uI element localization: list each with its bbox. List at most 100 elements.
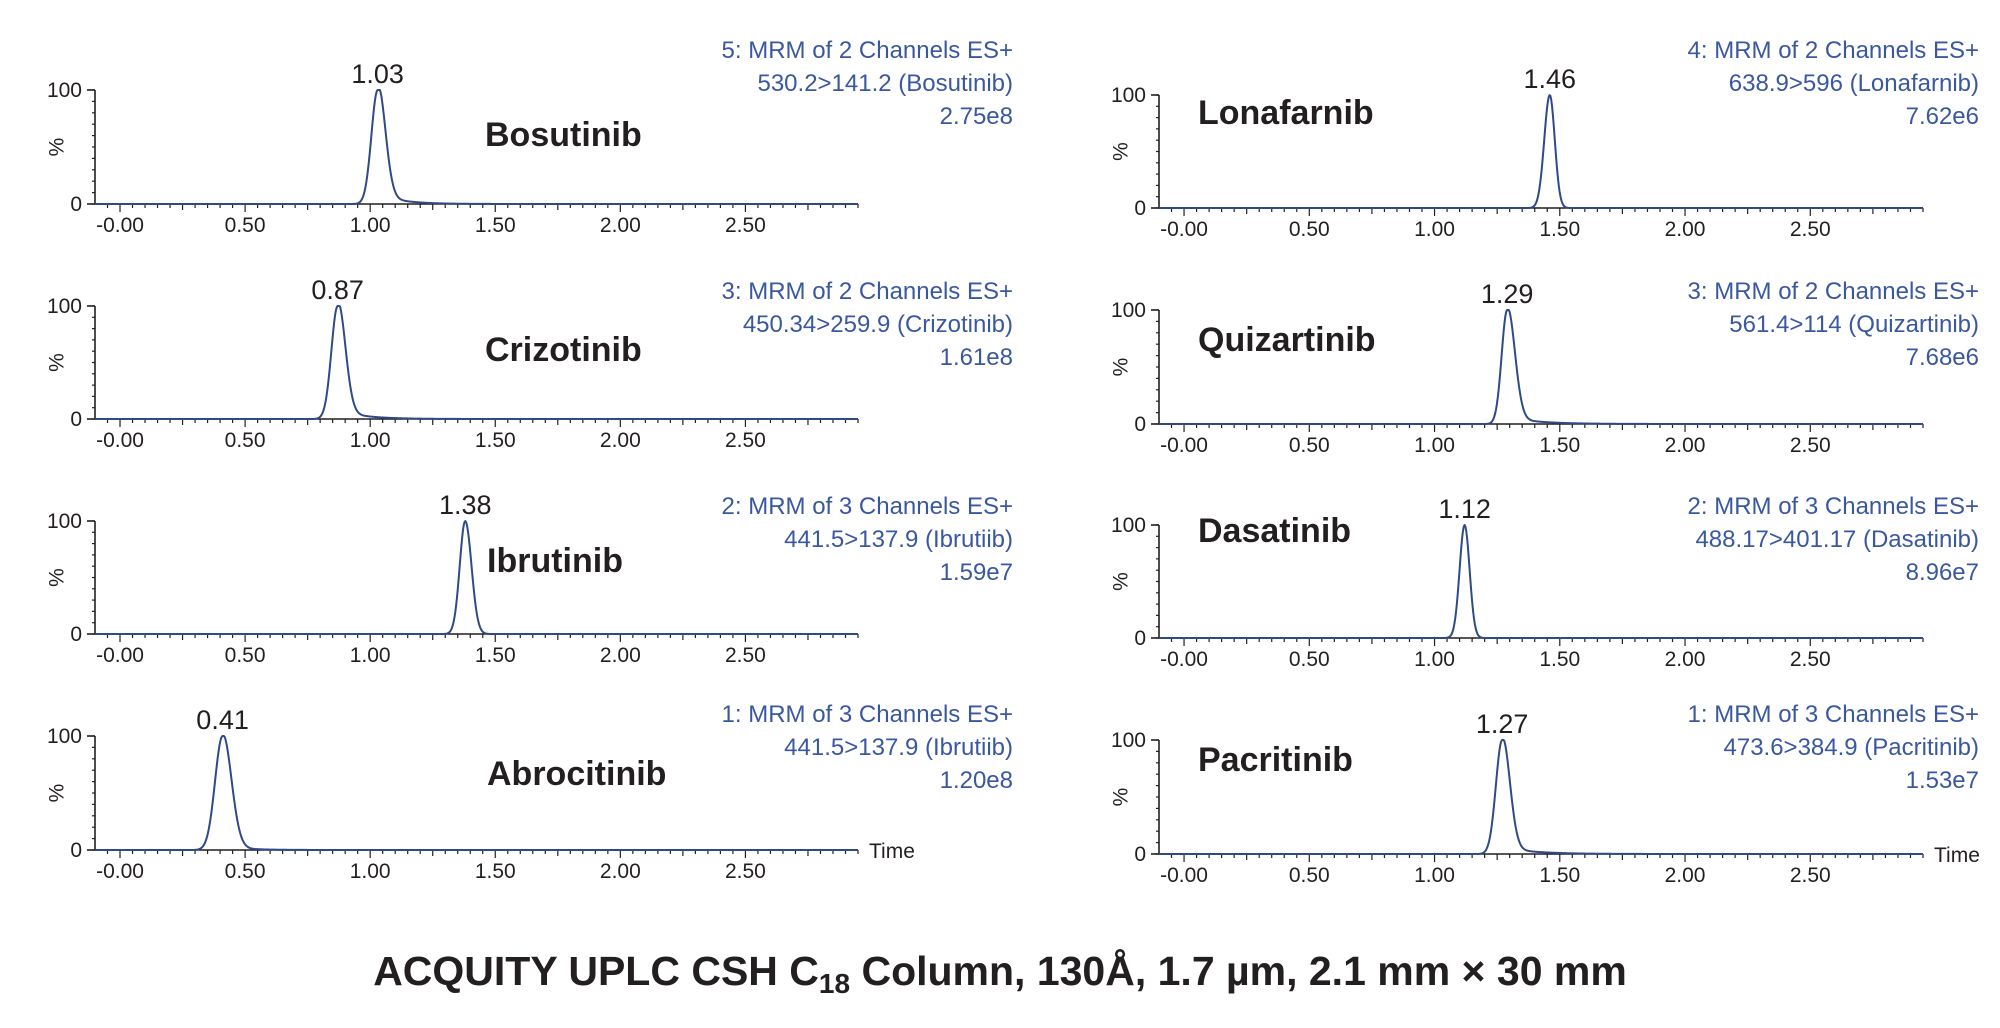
figure-caption: ACQUITY UPLC CSH C18 Column, 130Å, 1.7 µ… [0,948,2000,1000]
chromatogram-panel-crizotinib: 100 0% -0.00 0.50 1.00 1.50 2.00 2.50 0.87 Crizot… [46,275,1013,452]
caption-text: ACQUITY UPLC CSH C [373,948,819,994]
channel-info-line: 3: MRM of 2 Channels ES+ [1688,278,1979,305]
x-tick-label: -0.00 [96,860,144,883]
channel-info-line: 2: MRM of 3 Channels ES+ [1688,493,1979,520]
y-axis-label: % [1110,788,1133,807]
channel-info-line: 7.68e6 [1906,344,1979,371]
x-tick-label: 1.00 [350,214,391,237]
peak-label: 1.38 [439,490,492,520]
y-tick-label: 100 [1111,84,1146,107]
x-axis-label: Time [1934,844,1980,867]
y-tick-label: 100 [47,725,82,748]
channel-info-line: 1.53e7 [1906,767,1979,794]
y-tick-label: 0 [1134,197,1146,220]
channel-info-line: 473.6>384.9 (Pacritinib) [1724,734,1980,761]
x-tick-label: 2.50 [725,860,766,883]
x-tick-label: 1.00 [350,860,391,883]
peak-label: 0.41 [196,705,249,735]
channel-info-line: 638.9>596 (Lonafarnib) [1729,70,1979,97]
x-tick-label: 2.50 [725,644,766,667]
x-tick-label: -0.00 [1160,218,1208,241]
chromatogram-panel-pacritinib: 100 0% -0.00 0.50 1.00 1.50 2.00 2.50 Time 1.27 Pa… [1110,701,1980,887]
compound-name: Abrocitinib [487,755,666,793]
channel-info-line: 1: MRM of 3 Channels ES+ [1688,701,1979,728]
x-tick-label: 2.00 [600,860,641,883]
x-tick-label: 1.50 [1539,434,1580,457]
x-tick-label: -0.00 [96,214,144,237]
chromatogram-trace-lonafarnib [1158,94,1924,209]
y-tick-label: 0 [70,839,82,862]
y-tick-label: 100 [1111,299,1146,322]
channel-info-line: 1.61e8 [940,344,1013,371]
peak-label: 1.46 [1523,64,1576,94]
x-tick-label: 2.50 [725,429,766,452]
x-tick-label: 0.50 [225,214,266,237]
channel-info-line: 2.75e8 [940,103,1013,130]
channel-info-line: 3: MRM of 2 Channels ES+ [722,278,1013,305]
x-tick-label: 2.00 [1665,434,1706,457]
x-tick-label: -0.00 [1160,648,1208,671]
peak-label: 1.29 [1481,279,1534,309]
x-tick-label: 0.50 [225,644,266,667]
channel-info-line: 5: MRM of 2 Channels ES+ [722,37,1013,64]
x-tick-label: 1.50 [475,644,516,667]
x-tick-label: 2.00 [1665,864,1706,887]
channel-info-line: 7.62e6 [1906,103,1979,130]
channel-info-line: 8.96e7 [1906,559,1979,586]
x-tick-label: 2.50 [725,214,766,237]
channel-info-line: 4: MRM of 2 Channels ES+ [1688,37,1979,64]
channel-info-line: 530.2>141.2 (Bosutinib) [757,70,1013,97]
x-tick-label: 2.00 [600,644,641,667]
chromatogram-trace-abrocitinib [94,735,859,851]
y-tick-label: 100 [1111,729,1146,752]
peak-label: 1.12 [1438,494,1491,524]
y-tick-label: 0 [1134,843,1146,866]
chromatogram-trace-dasatinib [1158,524,1924,639]
x-tick-label: 1.00 [1414,864,1455,887]
y-axis-label: % [46,568,69,587]
y-tick-label: 0 [1134,627,1146,650]
y-tick-label: 100 [47,79,82,102]
channel-info-line: 1: MRM of 3 Channels ES+ [722,701,1013,728]
x-tick-label: 1.00 [350,429,391,452]
channel-info-line: 1.59e7 [940,559,1013,586]
channel-info-line: 2: MRM of 3 Channels ES+ [722,493,1013,520]
channel-info-line: 1.20e8 [940,767,1013,794]
chromatogram-trace-quizartinib [1158,309,1924,425]
y-tick-label: 100 [47,510,82,533]
y-tick-label: 0 [1134,413,1146,436]
x-tick-label: 1.00 [1414,434,1455,457]
x-tick-label: 2.50 [1790,434,1831,457]
x-tick-label: 2.00 [600,214,641,237]
peak-label: 0.87 [311,275,364,305]
x-tick-label: 1.50 [1539,648,1580,671]
chromatogram-panel-quizartinib: 100 0% -0.00 0.50 1.00 1.50 2.00 2.50 1.29 Quizar… [1110,278,1979,457]
x-tick-label: 0.50 [225,860,266,883]
y-tick-label: 0 [70,408,82,431]
y-tick-label: 0 [70,623,82,646]
y-axis-label: % [1110,572,1133,591]
chromatogram-trace-bosutinib [94,89,859,205]
x-tick-label: 0.50 [1289,218,1330,241]
x-tick-label: 1.00 [1414,648,1455,671]
x-tick-label: 2.00 [1665,218,1706,241]
chromatogram-panel-lonafarnib: 100 0% -0.00 0.50 1.00 1.50 2.00 2.50 1.46 Lonafa… [1110,37,1979,241]
chromatogram-trace-ibrutinib [94,520,859,635]
y-axis-label: % [46,784,69,803]
y-axis-label: % [1110,358,1133,377]
peak-label: 1.27 [1476,709,1529,739]
y-axis-label: % [46,353,69,372]
x-tick-label: 1.50 [1539,218,1580,241]
x-tick-label: 1.50 [475,860,516,883]
compound-name: Bosutinib [485,116,642,154]
x-tick-label: 1.50 [475,429,516,452]
chromatogram-trace-crizotinib [94,305,859,420]
x-tick-label: 0.50 [1289,434,1330,457]
x-tick-label: 1.00 [350,644,391,667]
compound-name: Pacritinib [1198,741,1353,779]
channel-info-line: 488.17>401.17 (Dasatinib) [1695,526,1979,553]
chromatogram-panel-dasatinib: 100 0% -0.00 0.50 1.00 1.50 2.00 2.50 1.12 Dasati… [1110,493,1979,671]
channel-info-line: 441.5>137.9 (Ibrutiib) [784,526,1013,553]
caption-subscript: 18 [818,968,851,999]
